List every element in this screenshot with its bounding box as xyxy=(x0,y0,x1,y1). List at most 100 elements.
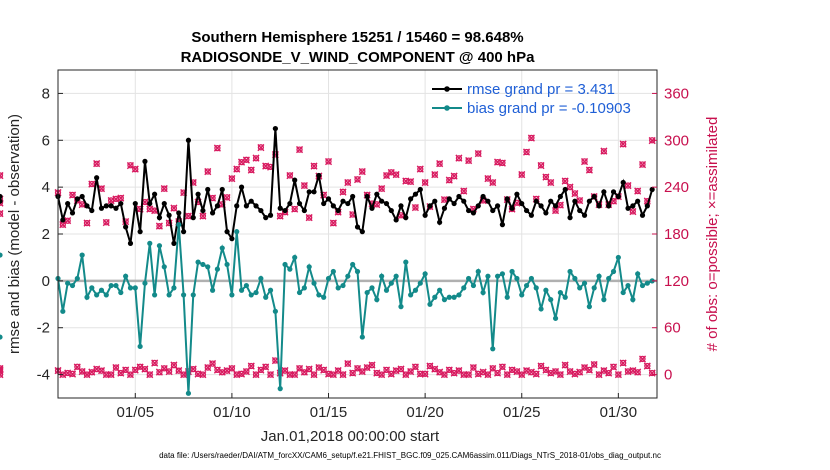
rmse-point xyxy=(243,203,249,209)
obs-possible-marker xyxy=(620,141,627,148)
obs-assimilated-marker: × xyxy=(367,358,377,372)
obs-assimilated-marker: × xyxy=(618,137,628,151)
obs-assimilated-marker: × xyxy=(410,200,420,214)
rmse-point xyxy=(123,224,129,230)
obs-assimilated-marker: × xyxy=(352,172,362,186)
rmse-point xyxy=(142,158,148,164)
obs-possible-marker xyxy=(0,172,4,179)
obs-assimilated-marker: × xyxy=(87,365,97,379)
bias-point xyxy=(543,287,549,293)
obs-assimilated-marker: × xyxy=(0,196,5,210)
obs-possible-marker xyxy=(238,370,245,377)
bias-point xyxy=(219,245,225,251)
bias-point xyxy=(422,271,428,277)
obs-possible-marker xyxy=(412,204,419,211)
obs-possible-marker xyxy=(83,219,91,227)
obs-possible-marker xyxy=(344,179,351,186)
obs-possible-marker xyxy=(455,367,463,374)
bias-point xyxy=(185,390,192,396)
obs-possible-marker xyxy=(117,194,124,202)
rmse-point xyxy=(591,193,597,200)
obs-assimilated-marker: × xyxy=(111,361,121,375)
rmse-point xyxy=(398,203,404,209)
obs-assimilated-marker: × xyxy=(536,359,546,373)
obs-possible-marker xyxy=(151,359,158,367)
bias-point xyxy=(171,285,177,291)
bias-point xyxy=(195,259,201,265)
obs-assimilated-marker: × xyxy=(246,359,256,373)
obs-possible-marker xyxy=(595,371,603,378)
bias-point xyxy=(635,271,641,277)
rmse-point xyxy=(127,240,134,246)
rmse-point xyxy=(345,200,351,207)
obs-possible-marker xyxy=(88,180,95,188)
obs-possible-marker xyxy=(291,371,298,378)
rmse-point xyxy=(94,175,100,181)
obs-possible-marker xyxy=(291,205,298,213)
obs-assimilated-marker: × xyxy=(594,368,604,382)
rmse-point xyxy=(620,179,626,186)
rmse-point xyxy=(258,207,264,214)
bias-point xyxy=(306,264,312,270)
x-tick-label: 01/25 xyxy=(503,404,541,421)
rmse-point xyxy=(437,219,443,225)
obs-possible-marker xyxy=(296,146,303,153)
rmse-point xyxy=(296,200,303,207)
chart-title: Southern Hemisphere 15251 / 15460 = 98.6… xyxy=(191,29,523,46)
obs-possible-marker xyxy=(180,371,187,378)
obs-assimilated-marker: × xyxy=(150,204,160,218)
bias-point xyxy=(625,282,631,289)
rmse-point xyxy=(456,193,462,200)
obs-possible-marker xyxy=(388,169,395,176)
x-tick-label: 01/15 xyxy=(310,404,348,421)
bias-point xyxy=(234,229,240,235)
bias-point xyxy=(509,268,515,275)
obs-possible-marker xyxy=(566,368,574,375)
obs-assimilated-marker: × xyxy=(217,365,227,379)
rmse-point xyxy=(388,207,394,214)
obs-possible-marker xyxy=(475,150,482,157)
bias-point xyxy=(591,285,597,291)
bias-point xyxy=(180,292,187,298)
rmse-point xyxy=(113,205,119,211)
obs-assimilated-marker: × xyxy=(444,363,454,377)
bias-point xyxy=(533,285,539,291)
bias-point xyxy=(311,280,317,286)
obs-possible-marker xyxy=(542,173,550,181)
bias-point xyxy=(229,292,235,298)
rmse-point xyxy=(427,203,433,209)
bias-point xyxy=(581,280,588,286)
obs-assimilated-marker: × xyxy=(570,186,580,200)
obs-assimilated-marker: × xyxy=(193,367,203,381)
bias-point xyxy=(630,297,636,303)
obs-possible-marker xyxy=(552,368,559,375)
bias-point xyxy=(393,273,399,279)
obs-assimilated-marker: × xyxy=(304,211,314,225)
obs-assimilated-marker: × xyxy=(362,361,372,375)
bias-point xyxy=(263,294,269,300)
obs-possible-marker xyxy=(378,185,385,192)
obs-assimilated-marker: × xyxy=(130,162,140,176)
obs-assimilated-marker: × xyxy=(357,165,367,179)
rmse-point xyxy=(630,203,636,209)
obs-assimilated-marker: × xyxy=(92,362,102,376)
obs-assimilated-marker: × xyxy=(92,157,102,171)
legend-label: bias grand pr = -0.10903 xyxy=(467,100,631,117)
y2-tick-label: 0 xyxy=(664,367,672,384)
obs-assimilated-marker: × xyxy=(295,361,305,375)
obs-assimilated-marker: × xyxy=(406,175,416,189)
obs-possible-marker xyxy=(359,368,366,375)
obs-assimilated-marker: × xyxy=(0,368,5,382)
obs-possible-marker xyxy=(644,362,651,370)
bias-point xyxy=(137,343,143,350)
obs-possible-marker xyxy=(421,370,429,377)
obs-possible-marker xyxy=(455,155,463,162)
obs-assimilated-marker: × xyxy=(275,209,285,223)
obs-assimilated-marker: × xyxy=(642,194,652,208)
bias-point xyxy=(301,285,307,291)
obs-assimilated-marker: × xyxy=(396,362,406,376)
obs-possible-marker xyxy=(69,370,76,377)
rmse-point xyxy=(180,229,187,235)
obs-assimilated-marker: × xyxy=(580,361,590,375)
obs-assimilated-marker: × xyxy=(237,367,247,381)
